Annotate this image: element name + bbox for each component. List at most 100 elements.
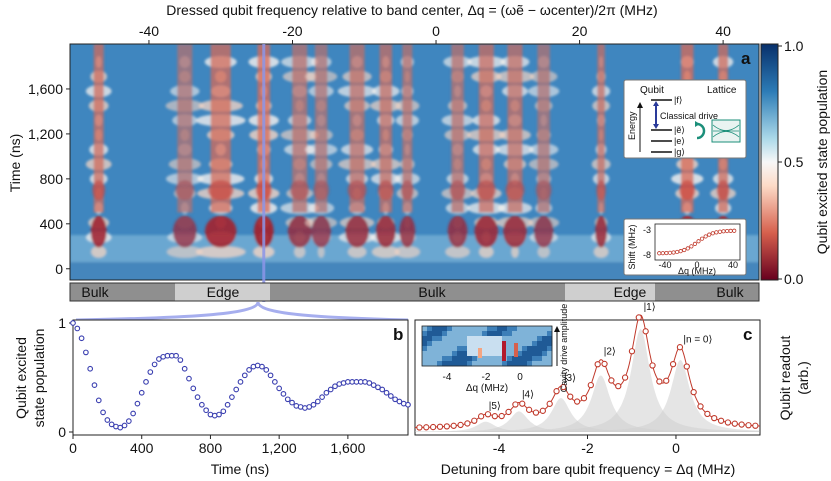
b-x-tick-label: 1,600 xyxy=(330,440,365,456)
b-data-point xyxy=(379,386,386,393)
inset-cell xyxy=(452,361,458,367)
c-data-point xyxy=(546,400,553,407)
c-peak-label: |2⟩ xyxy=(604,347,616,358)
b-data-point xyxy=(74,325,81,332)
panel-b-ylabel-line2: state population xyxy=(31,329,47,428)
b-data-point xyxy=(332,383,338,390)
c-data-point xyxy=(560,383,567,391)
inset-lattice-header: Lattice xyxy=(707,85,737,96)
inset-cell xyxy=(447,356,453,362)
b-data-point xyxy=(396,398,403,405)
inset-cell xyxy=(442,351,448,357)
inset-cell xyxy=(532,326,538,332)
heatmap-feature xyxy=(280,44,320,258)
inset-cell xyxy=(517,331,523,337)
b-data-point xyxy=(263,367,270,373)
shift-point xyxy=(692,241,698,246)
shift-point xyxy=(699,236,705,241)
b-data-point xyxy=(186,375,192,382)
panel-b-letter: b xyxy=(393,325,403,344)
y-tick-label: 1,600 xyxy=(28,81,63,97)
c-data-point xyxy=(457,421,464,429)
b-data-point xyxy=(121,422,128,429)
b-x-tick-label: 1,200 xyxy=(262,440,297,456)
inset-cell xyxy=(537,341,543,347)
b-data-point xyxy=(147,369,154,375)
inset-c-xtick-0: 0 xyxy=(517,372,523,383)
inset-cell xyxy=(487,361,493,367)
inset-cell xyxy=(537,331,543,337)
c-x-tick-label: -4 xyxy=(493,440,506,456)
edge-band-right xyxy=(565,283,655,301)
inset-cell xyxy=(462,361,468,367)
top-tick-label: -40 xyxy=(139,23,159,39)
inset-cell xyxy=(537,326,543,332)
c-data-point xyxy=(464,420,471,427)
top-tick-label: 20 xyxy=(572,23,588,39)
inset-cell xyxy=(462,326,468,332)
inset-cell xyxy=(532,341,538,347)
state-g-label: |g⟩ xyxy=(674,147,685,157)
heatmap-feature xyxy=(466,44,506,258)
connector-left xyxy=(75,301,260,322)
inset-shift: Shift (MHz) -3 -8 -40 0 40 Δq (MHz) xyxy=(623,218,747,276)
b-data-point xyxy=(289,399,295,406)
c-data-point xyxy=(615,382,622,390)
inset-cell xyxy=(512,331,518,337)
c-data-point xyxy=(429,423,437,431)
panel-b-frame xyxy=(72,319,409,436)
inset-cell xyxy=(547,331,553,337)
b-data-point xyxy=(190,385,197,392)
inset-cell xyxy=(422,351,428,357)
inset-peak-mark xyxy=(478,348,482,358)
b-data-point xyxy=(108,421,115,428)
inset-cell xyxy=(512,356,518,362)
b-data-point xyxy=(173,352,179,359)
c-x-tick-label: 0 xyxy=(672,440,680,456)
inset-cell xyxy=(452,326,458,332)
shift-ytick-top: -3 xyxy=(643,225,651,235)
panel-b-axes: 0 400 800 1,200 1,600 0 1 xyxy=(58,315,365,456)
inset-cell xyxy=(472,351,478,357)
b-x-tick-label: 400 xyxy=(130,440,154,456)
inset-cell xyxy=(472,336,478,342)
inset-cell xyxy=(427,356,433,362)
c-data-point xyxy=(416,424,423,431)
c-data-point xyxy=(628,348,636,355)
heatmap-feature xyxy=(591,44,611,258)
inset-cell xyxy=(482,346,488,352)
c-data-point xyxy=(649,362,656,369)
inset-cell xyxy=(457,336,463,342)
inset-cell xyxy=(532,351,538,357)
top-tick-label: -20 xyxy=(282,23,302,39)
inset-cell xyxy=(497,356,503,362)
inset-cell xyxy=(497,346,503,352)
heatmap-feature xyxy=(495,44,535,258)
heatmap-feature xyxy=(528,44,560,258)
c-data-point xyxy=(676,344,684,351)
inset-cell xyxy=(547,361,553,367)
b-data-point xyxy=(87,365,94,372)
inset-c-xtick-m4: -4 xyxy=(443,372,452,383)
heatmap-feature xyxy=(195,44,246,258)
c-data-point xyxy=(423,424,430,431)
b-data-point xyxy=(198,401,205,408)
b-data-point xyxy=(91,382,98,388)
inset-cell xyxy=(482,326,488,332)
state-e-tilde-label: |ẽ⟩ xyxy=(674,125,685,135)
inset-cell xyxy=(442,336,448,342)
inset-cell xyxy=(457,361,463,367)
b-data-point xyxy=(246,367,252,373)
inset-cell xyxy=(502,331,508,337)
inset-cell xyxy=(497,331,503,337)
inset-cell xyxy=(427,351,433,357)
b-data-point xyxy=(306,404,313,410)
c-data-point xyxy=(567,393,574,400)
inset-cell xyxy=(487,356,493,362)
inset-cell xyxy=(452,351,458,357)
inset-cell xyxy=(477,326,483,332)
inset-cell xyxy=(427,326,433,332)
inset-cell xyxy=(442,346,448,352)
shift-point xyxy=(678,249,683,254)
inset-cell xyxy=(502,361,508,367)
